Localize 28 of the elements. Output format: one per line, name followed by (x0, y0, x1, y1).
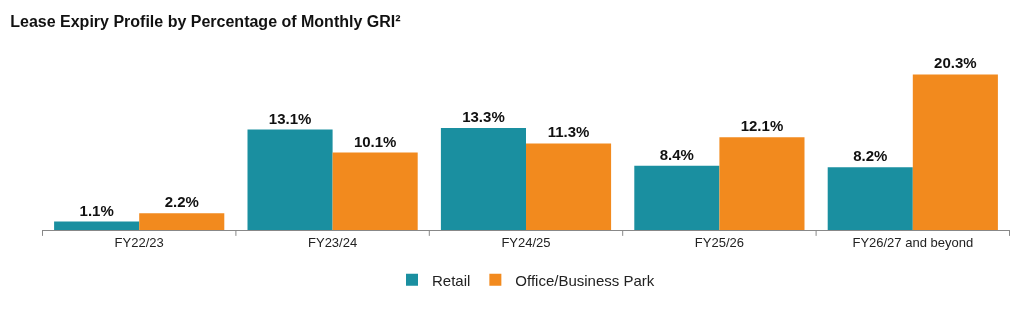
bar (54, 221, 140, 230)
data-label: 8.4% (659, 145, 694, 163)
data-label: 8.2% (853, 147, 888, 165)
x-tick-label: FY25/26 (694, 234, 744, 250)
data-label: 12.1% (740, 117, 784, 135)
x-tick-label: FY23/24 (308, 234, 358, 250)
bar (526, 143, 612, 230)
data-label: 11.3% (547, 123, 590, 141)
bar (719, 137, 805, 230)
legend-label: Office/Business Park (515, 271, 655, 289)
data-label: 2.2% (164, 193, 199, 211)
bar (440, 128, 526, 230)
x-tick-label: FY26/27 and beyond (852, 234, 974, 250)
legend-label: Retail (432, 271, 471, 289)
bar (912, 74, 998, 230)
bar (634, 165, 720, 230)
data-label: 13.3% (462, 108, 505, 126)
data-label: 10.1% (353, 132, 397, 150)
data-label: 13.1% (268, 109, 312, 127)
chart-title: Lease Expiry Profile by Percentage of Monthly GRI² (10, 12, 401, 30)
bar (332, 152, 418, 230)
x-tick-label: FY22/23 (114, 234, 164, 250)
x-tick-label: FY24/25 (501, 234, 551, 250)
data-label: 1.1% (79, 201, 114, 219)
bar (247, 129, 333, 230)
data-label: 20.3% (934, 54, 977, 72)
bar (827, 167, 913, 230)
bar (139, 213, 225, 230)
